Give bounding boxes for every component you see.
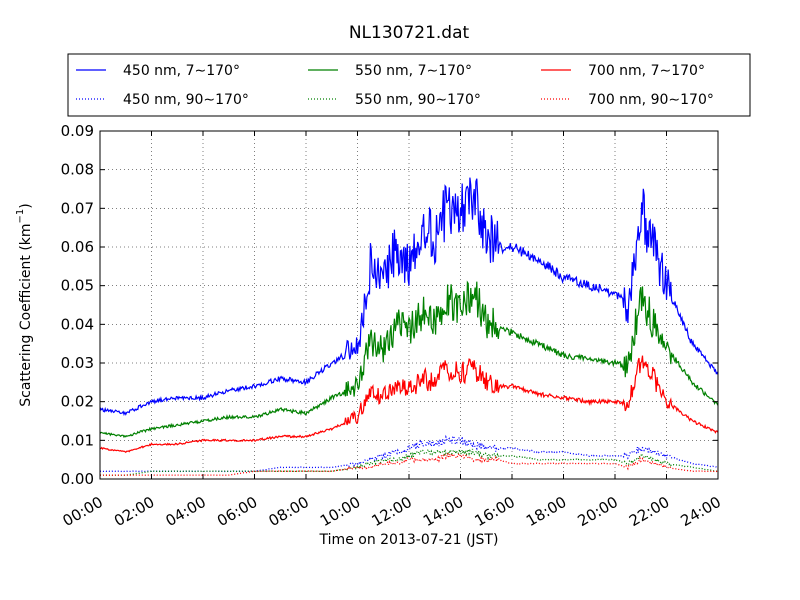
x-tick-label: 08:00 xyxy=(266,493,312,530)
chart-title: NL130721.dat xyxy=(349,23,470,43)
x-tick-label: 02:00 xyxy=(111,493,157,530)
x-tick-label: 00:00 xyxy=(60,493,106,530)
x-tick-label: 12:00 xyxy=(369,493,415,530)
y-tick-label: 0.05 xyxy=(61,277,94,295)
grid-lines xyxy=(100,131,718,479)
x-tick-label: 14:00 xyxy=(420,493,466,530)
series-line xyxy=(99,280,719,439)
y-tick-label: 0.06 xyxy=(61,238,94,256)
axis-ticks: 00:00 02:00 04:00 06:00 08:00 10:00 12:00 14:00… xyxy=(60,122,724,530)
y-axis-label: Scattering Coefficient (km−1) xyxy=(15,203,34,407)
legend-items: 450 nm, 7∼170° 550 nm, 7∼170° 700 nm, 7∼17… xyxy=(76,63,714,108)
x-tick-label: 04:00 xyxy=(163,493,209,530)
y-axis-label-main: Scattering Coefficient (km xyxy=(18,223,34,406)
data-series xyxy=(99,177,719,476)
series-line xyxy=(100,355,719,454)
legend-label: 450 nm, 7∼170° xyxy=(123,63,240,79)
x-tick-label: 16:00 xyxy=(472,493,518,530)
y-axis-label-exponent: −1 xyxy=(15,209,26,224)
x-tick-label: 22:00 xyxy=(626,493,672,530)
x-tick-label: 20:00 xyxy=(575,493,621,530)
x-axis-label: Time on 2013-07-21 (JST) xyxy=(319,532,499,548)
x-tick-label: 18:00 xyxy=(523,493,569,530)
x-tick-label: 10:00 xyxy=(317,493,363,530)
y-tick-label: 0.08 xyxy=(61,161,94,179)
legend-box xyxy=(67,53,751,117)
legend: 450 nm, 7∼170° 550 nm, 7∼170° 700 nm, 7∼17… xyxy=(67,53,751,117)
legend-label: 700 nm, 7∼170° xyxy=(588,63,705,79)
y-tick-label: 0.07 xyxy=(61,199,94,217)
x-tick-label: 24:00 xyxy=(678,493,724,530)
y-tick-label: 0.02 xyxy=(61,393,94,411)
y-axis-label-suffix: ) xyxy=(18,203,34,208)
x-tick-label: 06:00 xyxy=(214,493,260,530)
y-tick-label: 0.04 xyxy=(61,315,94,333)
legend-label: 550 nm, 90∼170° xyxy=(355,92,481,108)
legend-label: 550 nm, 7∼170° xyxy=(355,63,472,79)
series-line xyxy=(99,177,719,416)
legend-label: 450 nm, 90∼170° xyxy=(123,92,249,108)
y-tick-label: 0.01 xyxy=(61,431,94,449)
y-tick-label: 0.09 xyxy=(61,122,94,140)
y-tick-label: 0.00 xyxy=(61,470,94,488)
y-tick-label: 0.03 xyxy=(61,354,94,372)
legend-label: 700 nm, 90∼170° xyxy=(588,92,714,108)
